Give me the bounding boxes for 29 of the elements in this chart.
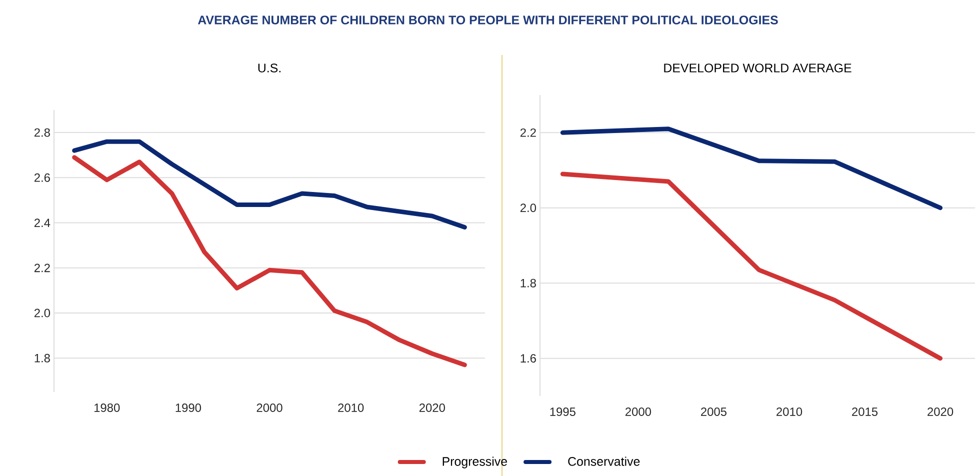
x-tick-label: 2020: [928, 408, 954, 416]
y-tick-label: 1.8: [34, 354, 50, 362]
x-tick-label: 2000: [625, 408, 652, 416]
y-tick-label: 1.8: [520, 278, 536, 288]
x-tick-label: 2010: [338, 404, 364, 412]
x-tick-label: 2000: [256, 404, 282, 412]
x-tick-label: 2010: [776, 408, 802, 416]
y-tick-label: 2.0: [520, 204, 536, 212]
chart-title: AVERAGE NUMBER OF CHILDREN BORN TO PEOPLE WITH DIFFERENT POLITICAL IDEOLOGIES: [198, 16, 778, 24]
chart-subtitle: DEVELOPED WORLD AVERAGE: [664, 64, 852, 72]
x-tick-label: 2015: [852, 408, 878, 416]
y-tick-label: 2.6: [34, 173, 50, 182]
y-tick-label: 2.8: [34, 128, 50, 137]
x-tick-label: 2020: [419, 404, 445, 412]
x-tick-label: 1995: [550, 408, 576, 416]
x-tick-label: 1990: [176, 404, 202, 412]
x-tick-label: 2005: [701, 408, 726, 416]
y-tick-label: 2.0: [34, 308, 50, 318]
line-series: [72, 155, 467, 368]
y-tick-label: 1.6: [520, 354, 536, 363]
y-tick-label: 2.2: [34, 264, 50, 272]
y-tick-label: 2.4: [34, 218, 50, 227]
x-tick-label: 1980: [94, 404, 120, 412]
y-tick-label: 2.2: [520, 128, 536, 137]
line-series: [560, 172, 943, 361]
legend-label: Conservative: [568, 456, 640, 466]
legend-label: Progressive: [442, 456, 507, 468]
chart-subtitle: U.S.: [258, 64, 280, 72]
line-series: [560, 126, 943, 210]
